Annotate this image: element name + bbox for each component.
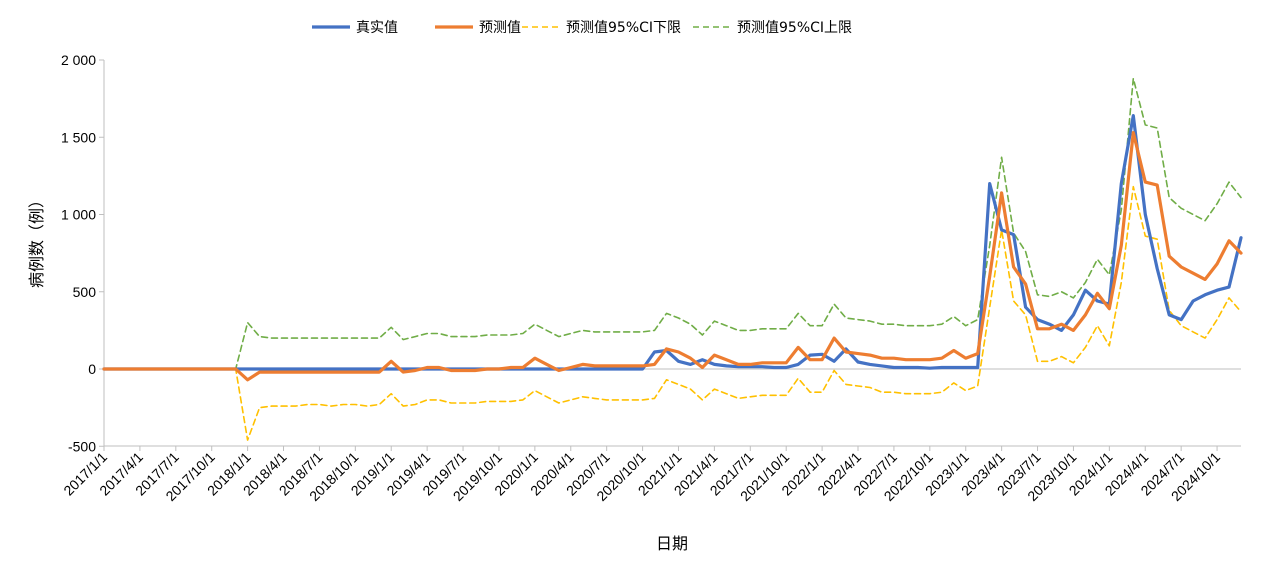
x-axis: 2017/1/12017/4/12017/7/12017/10/12018/1/… [60, 368, 1241, 504]
y-tick-label: 1 000 [61, 207, 96, 223]
legend-label-2: 预测值95%CI下限 [566, 20, 681, 36]
y-axis: -500 0 500 1 000 1 500 2 000 [61, 52, 105, 454]
series-line-3 [103, 77, 1242, 370]
legend-label-1: 预测值 [479, 20, 521, 36]
series-layer [102, 77, 1243, 441]
y-tick-label: -500 [68, 438, 96, 454]
x-axis-title: 日期 [656, 534, 688, 553]
legend-label-0: 真实值 [356, 20, 398, 36]
y-axis-title: 病例数（例） [27, 192, 46, 288]
y-tick-label: 500 [73, 284, 97, 300]
y-tick-label: 0 [88, 361, 96, 377]
y-tick-label: 1 500 [61, 129, 96, 145]
series-line-0 [102, 113, 1243, 371]
legend-label-3: 预测值95%CI上限 [737, 20, 852, 36]
legend: 真实值 预测值 预测值95%CI下限 预测值95%CI上限 [312, 20, 852, 36]
y-tick-label: 2 000 [61, 52, 96, 68]
series-line-2 [103, 185, 1242, 441]
series-line-1 [102, 131, 1243, 382]
